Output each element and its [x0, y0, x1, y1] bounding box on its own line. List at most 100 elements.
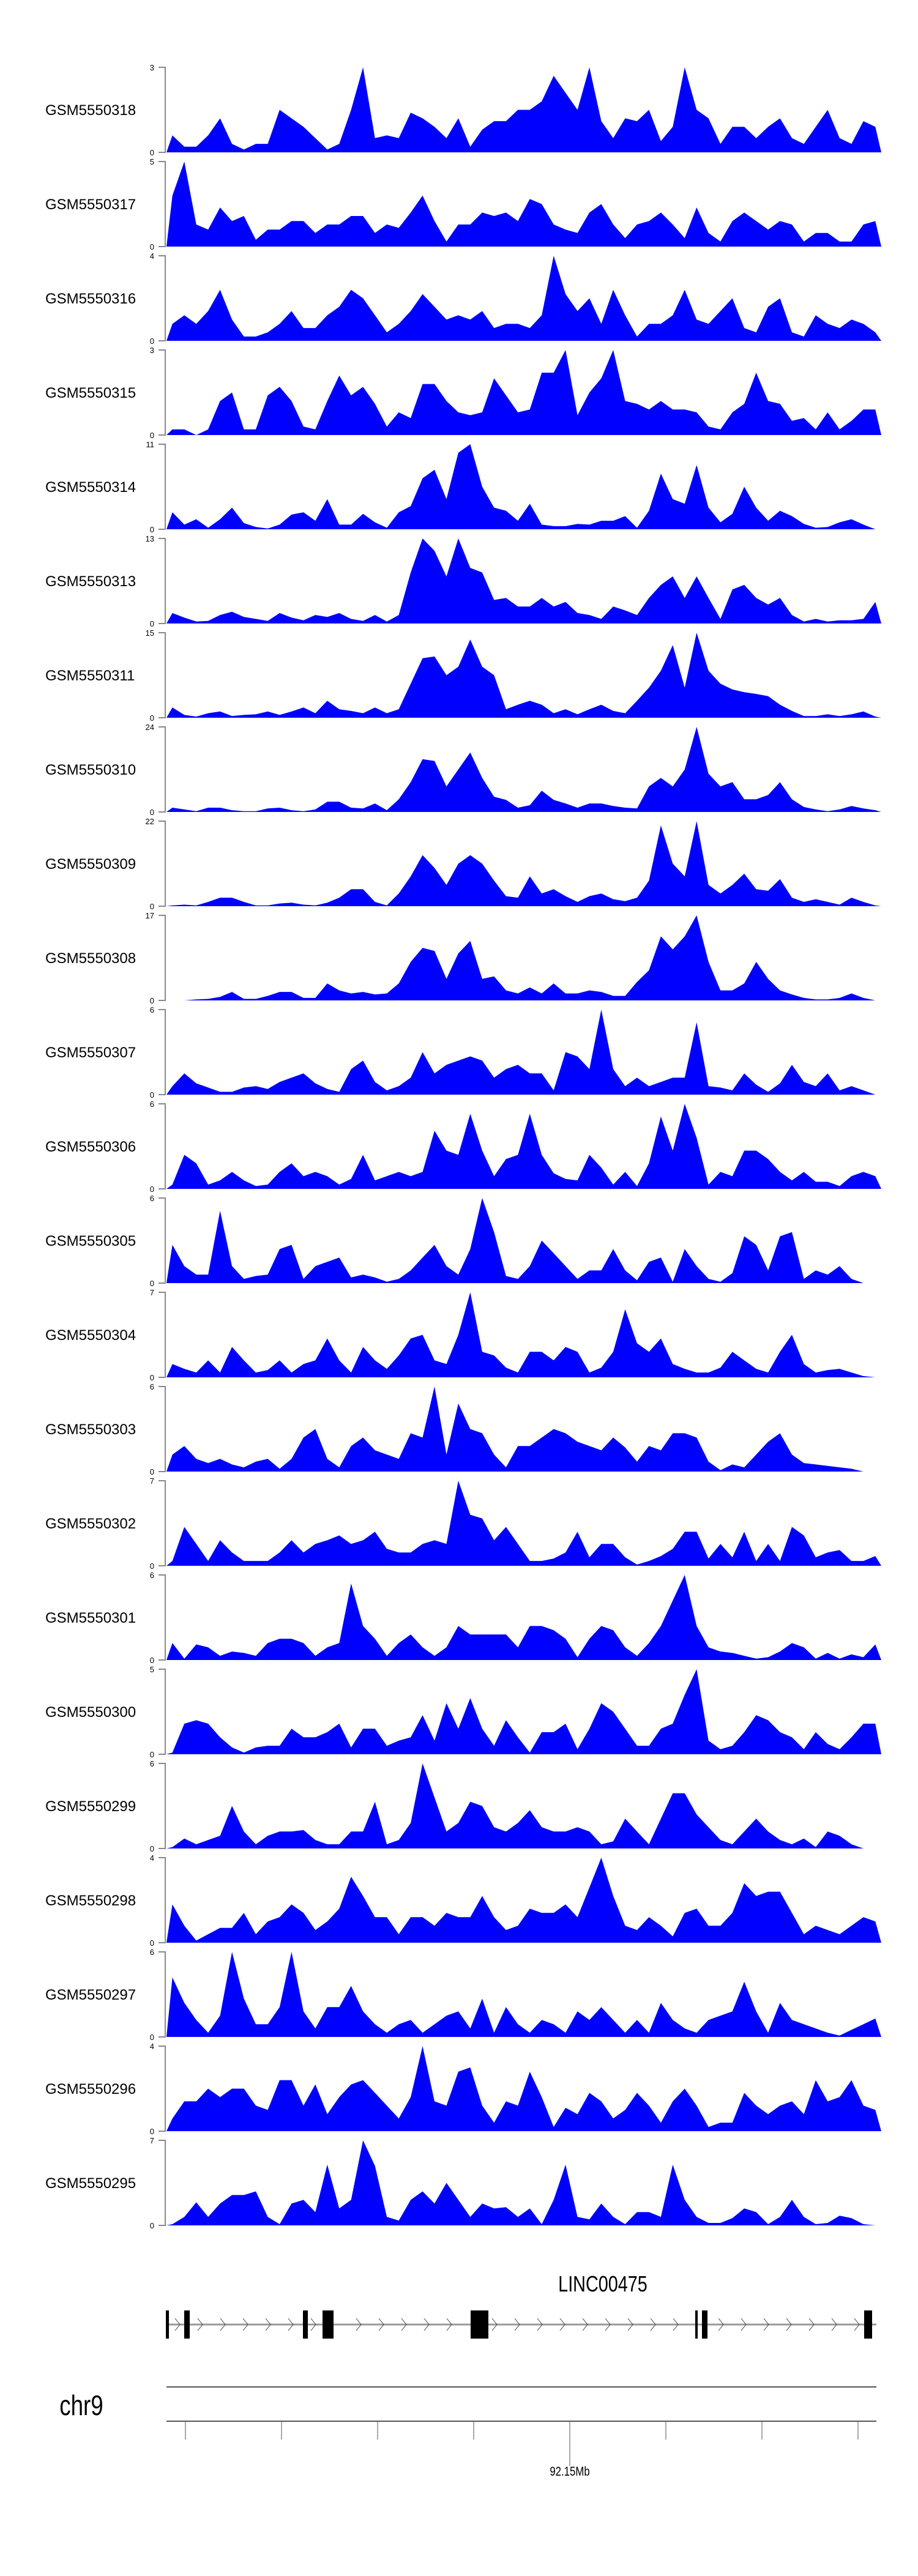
- y-axis: [159, 915, 166, 1001]
- y-tick-max: 7: [150, 1288, 154, 1297]
- genome-axis-track: chr9 92.15Mb: [59, 2386, 876, 2479]
- track-label: GSM5550307: [45, 1044, 136, 1061]
- y-tick-min: 0: [150, 2221, 154, 2230]
- y-axis: [159, 444, 166, 530]
- track-label: GSM5550302: [45, 1516, 136, 1532]
- y-tick-max: 11: [146, 440, 155, 449]
- coverage-area: [166, 256, 881, 341]
- track-gsm5550318: GSM5550318 3 0: [45, 63, 881, 157]
- strand-arrow-icon: [537, 2318, 543, 2331]
- chromosome-label: chr9: [59, 2389, 103, 2421]
- exon: [695, 2310, 698, 2339]
- y-tick-min: 0: [150, 902, 154, 911]
- coverage-area: [166, 1481, 881, 1566]
- y-axis: [159, 1763, 166, 1849]
- coverage-area: [166, 1104, 881, 1189]
- coverage-area: [166, 1292, 881, 1377]
- y-axis: [159, 1669, 166, 1755]
- y-tick-max: 6: [150, 1382, 154, 1391]
- track-label: GSM5550305: [45, 1233, 136, 1249]
- track-gsm5550303: GSM5550303 6 0: [45, 1382, 881, 1476]
- track-label: GSM5550315: [45, 385, 136, 401]
- strand-arrow-icon: [786, 2318, 792, 2331]
- y-axis: [159, 1857, 166, 1943]
- track-gsm5550309: GSM5550309 22 0: [45, 817, 881, 911]
- y-tick-max: 17: [146, 911, 154, 920]
- y-axis: [159, 1480, 166, 1566]
- coverage-area: [166, 162, 881, 247]
- coverage-area: [166, 1952, 881, 2037]
- track-label: GSM5550303: [45, 1421, 136, 1438]
- y-axis: [159, 1197, 166, 1284]
- strand-arrow-icon: [220, 2318, 226, 2331]
- axis-tick-label: 92.15Mb: [550, 2465, 589, 2479]
- y-tick-max: 5: [150, 157, 154, 166]
- y-tick-min: 0: [150, 1185, 154, 1194]
- coverage-area: [166, 1387, 881, 1472]
- exon: [184, 2310, 190, 2339]
- strand-arrow-icon: [424, 2318, 430, 2331]
- y-axis: [159, 161, 166, 247]
- track-gsm5550301: GSM5550301 6 0: [45, 1571, 881, 1665]
- strand-arrow-icon: [673, 2318, 679, 2331]
- track-gsm5550307: GSM5550307 6 0: [45, 1005, 881, 1100]
- y-tick-min: 0: [150, 1750, 154, 1759]
- y-tick-min: 0: [150, 1938, 154, 1948]
- y-tick-max: 15: [146, 628, 154, 638]
- y-axis: [159, 1103, 166, 1189]
- y-tick-min: 0: [150, 808, 154, 817]
- y-tick-max: 3: [150, 346, 154, 355]
- track-label: GSM5550299: [45, 1798, 136, 1815]
- y-tick-max: 13: [146, 534, 154, 543]
- track-label: GSM5550297: [45, 1987, 136, 2003]
- y-axis: [159, 1292, 166, 1378]
- track-gsm5550300: GSM5550300 5 0: [45, 1665, 881, 1759]
- track-gsm5550302: GSM5550302 7 0: [45, 1476, 881, 1571]
- y-tick-min: 0: [150, 2033, 154, 2042]
- strand-arrow-icon: [627, 2318, 633, 2331]
- y-tick-min: 0: [150, 1279, 154, 1288]
- coverage-area: [166, 1575, 881, 1660]
- track-gsm5550304: GSM5550304 7 0: [45, 1288, 881, 1382]
- coverage-area: [166, 350, 881, 435]
- strand-arrow-icon: [288, 2318, 294, 2331]
- track-label: GSM5550317: [45, 196, 136, 213]
- y-tick-min: 0: [150, 996, 154, 1005]
- track-gsm5550295: GSM5550295 7 0: [45, 2136, 881, 2230]
- strand-arrow-icon: [491, 2318, 498, 2331]
- y-axis: [159, 1386, 166, 1472]
- y-tick-max: 4: [150, 1853, 154, 1863]
- y-tick-min: 0: [150, 713, 154, 723]
- track-label: GSM5550316: [45, 291, 136, 307]
- strand-arrow-icon: [265, 2318, 271, 2331]
- strand-arrow-icon: [831, 2318, 837, 2331]
- track-label: GSM5550314: [45, 479, 136, 496]
- exon: [864, 2310, 872, 2339]
- y-axis: [159, 1574, 166, 1661]
- y-tick-min: 0: [150, 1467, 154, 1476]
- coverage-area: [166, 1010, 881, 1095]
- y-tick-max: 5: [150, 1665, 154, 1674]
- track-label: GSM5550310: [45, 762, 136, 778]
- y-axis: [159, 821, 166, 907]
- y-tick-max: 7: [150, 1476, 154, 1486]
- y-tick-max: 6: [150, 1005, 154, 1014]
- y-tick-max: 7: [150, 2136, 154, 2145]
- y-tick-min: 0: [150, 148, 154, 157]
- y-tick-max: 24: [146, 723, 154, 732]
- track-gsm5550317: GSM5550317 5 0: [45, 157, 881, 251]
- strand-arrow-icon: [514, 2318, 520, 2331]
- strand-arrow-icon: [401, 2318, 407, 2331]
- y-tick-max: 4: [150, 251, 154, 261]
- track-label: GSM5550311: [45, 668, 135, 684]
- gene-track: LINC00475: [166, 2271, 876, 2339]
- coverage-area: [166, 1198, 881, 1283]
- track-gsm5550310: GSM5550310 24 0: [45, 723, 881, 817]
- y-tick-max: 6: [150, 1100, 154, 1109]
- strand-arrow-icon: [718, 2318, 724, 2331]
- y-tick-max: 22: [146, 817, 154, 826]
- track-label: GSM5550296: [45, 2081, 136, 2098]
- y-tick-min: 0: [150, 525, 154, 534]
- track-label: GSM5550308: [45, 950, 136, 967]
- y-tick-min: 0: [150, 1844, 154, 1853]
